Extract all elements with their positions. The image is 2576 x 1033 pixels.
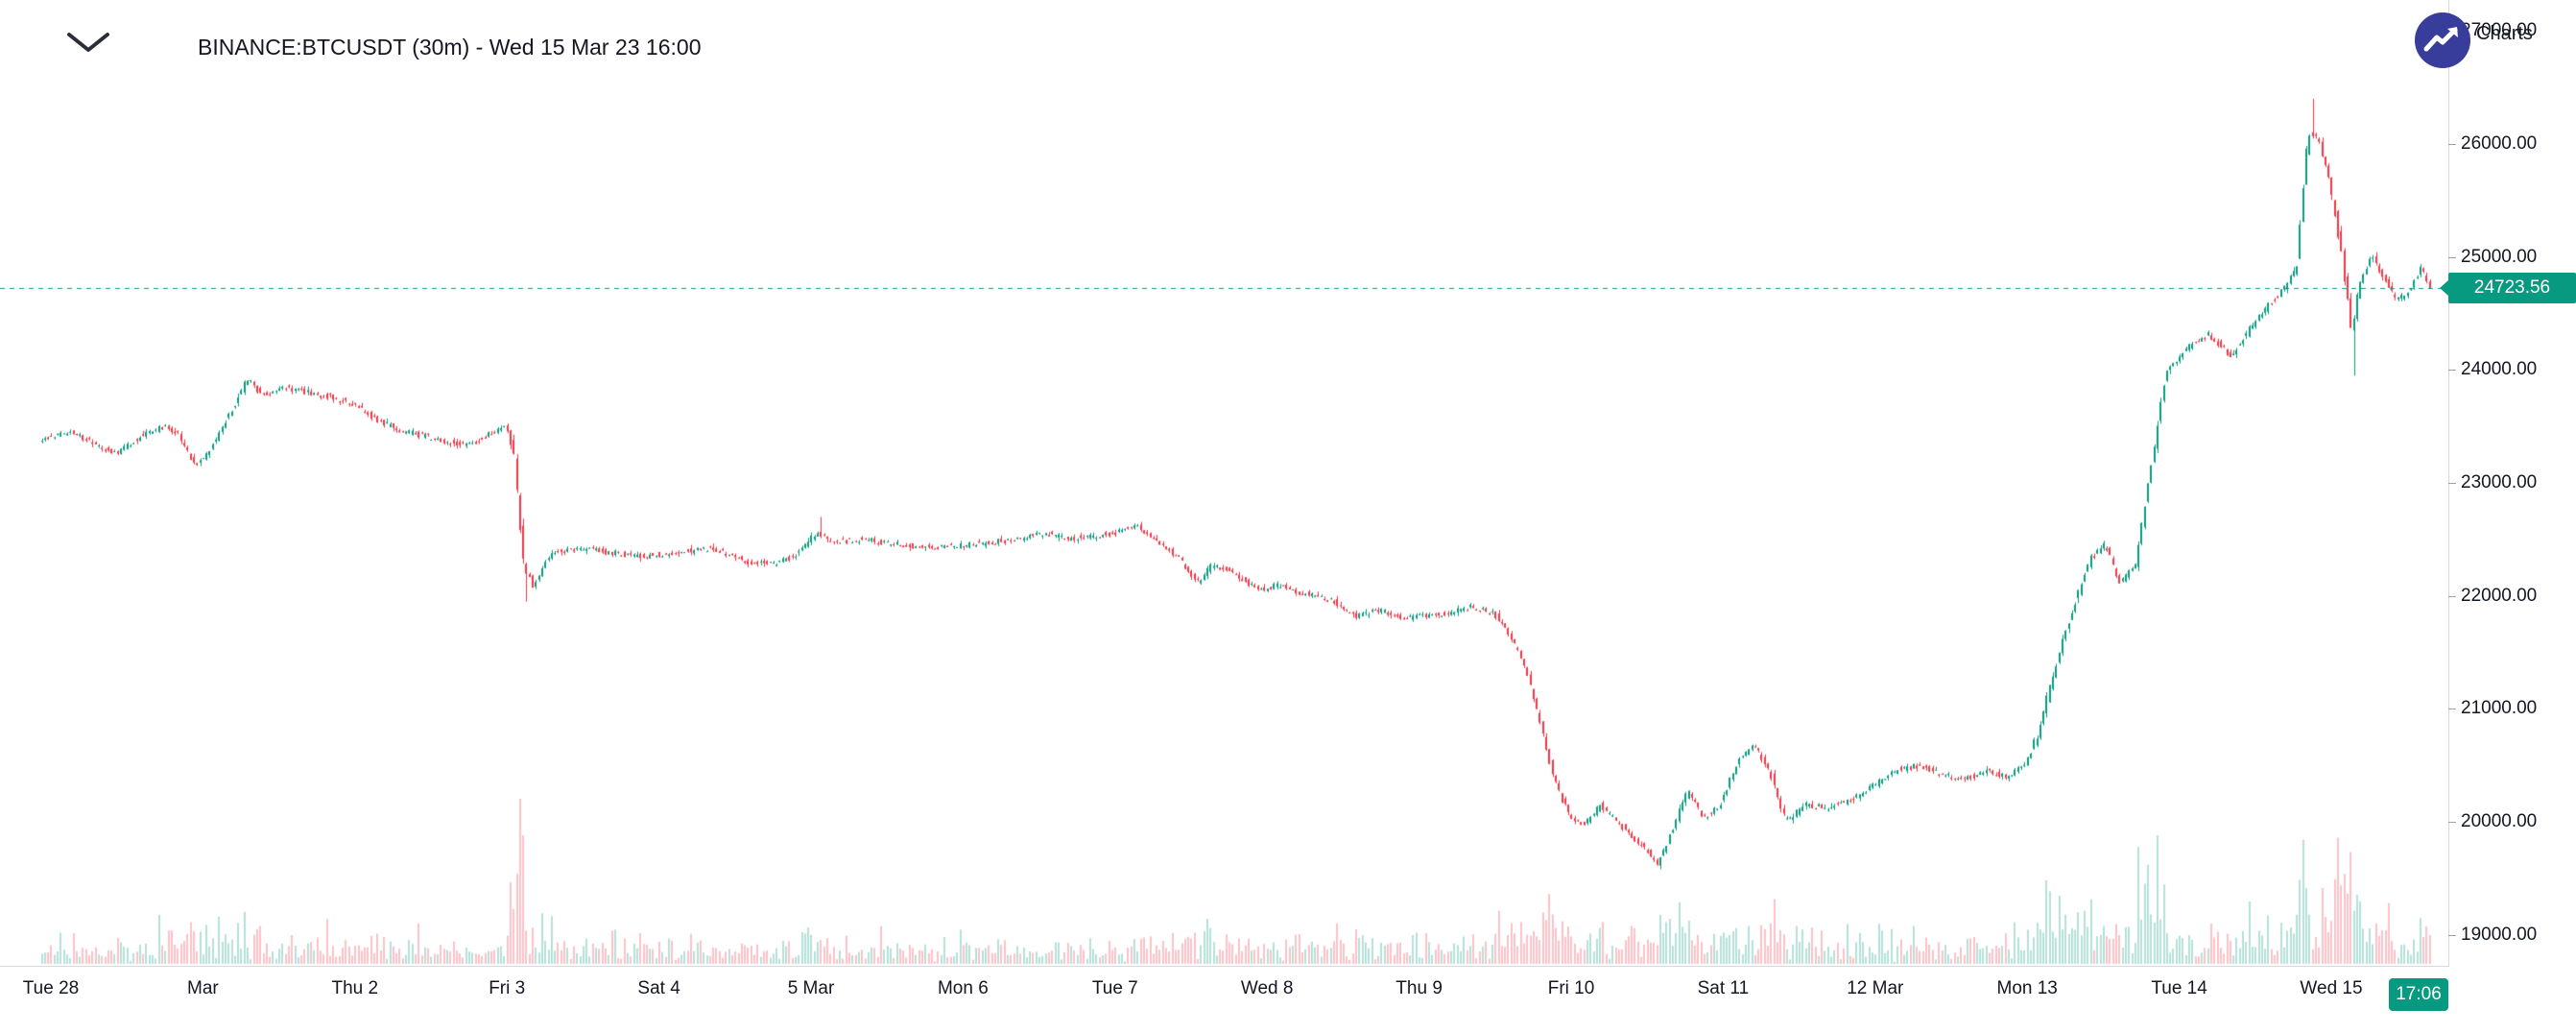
price-tick-label: 27000.00: [2461, 20, 2538, 41]
price-tick-label: 25000.00: [2461, 246, 2538, 267]
time-tick-label: Wed 15: [2300, 978, 2363, 998]
last-price-label: 24723.56: [2440, 273, 2576, 304]
time-tick-label: Tue 7: [1091, 978, 1138, 998]
price-tick-label: 22000.00: [2461, 585, 2538, 606]
price-axis-tick: [2448, 934, 2456, 936]
price-axis-tick: [2448, 483, 2456, 485]
price-tick-label: 26000.00: [2461, 133, 2538, 155]
time-tick-label: Thu 2: [331, 978, 379, 998]
countdown-timer: 17:06: [2389, 978, 2448, 1011]
price-axis-tick: [2448, 822, 2456, 823]
time-tick-label: Fri 3: [489, 978, 526, 998]
symbol-title: BINANCE:BTCUSDT (30m) - Wed 15 Mar 23 16…: [198, 35, 702, 60]
time-tick-label: Wed 8: [1240, 978, 1294, 998]
time-tick-label: Mar: [187, 978, 219, 998]
time-tick-label: Mon 6: [937, 978, 989, 998]
tradingview-logo[interactable]: [2413, 11, 2472, 70]
time-tick-label: 12 Mar: [1847, 978, 1904, 998]
chevron-down-icon[interactable]: [63, 29, 113, 56]
last-price-value: 24723.56: [2473, 277, 2551, 299]
time-tick-label: Sat 11: [1697, 978, 1750, 998]
price-tick-label: 19000.00: [2461, 924, 2538, 945]
price-tick-label: 24000.00: [2461, 359, 2538, 380]
time-tick-label: Fri 10: [1547, 978, 1595, 998]
time-tick-label: Tue 28: [22, 978, 80, 998]
price-tick-label: 23000.00: [2461, 472, 2538, 493]
price-tick-label: 21000.00: [2461, 698, 2538, 719]
time-tick-label: 5 Mar: [787, 978, 835, 998]
price-axis-tick: [2448, 256, 2456, 258]
charts-watermark-text: Charts: [2476, 23, 2533, 44]
price-axis-line: [2448, 0, 2449, 966]
price-tick-label: 20000.00: [2461, 811, 2538, 831]
price-axis-tick: [2448, 595, 2456, 597]
time-tick-label: Tue 14: [2151, 978, 2207, 998]
price-axis-tick: [2448, 370, 2456, 372]
time-tick-label: Sat 4: [637, 978, 680, 998]
time-axis-line: [0, 966, 2449, 967]
price-axis-tick: [2448, 144, 2456, 146]
time-tick-label: Thu 9: [1395, 978, 1443, 998]
time-tick-label: Mon 13: [1996, 978, 2058, 998]
